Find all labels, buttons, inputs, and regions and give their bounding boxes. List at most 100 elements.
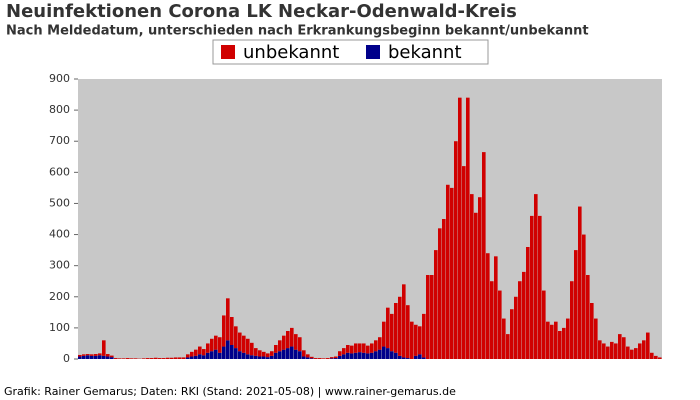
- bar: [166, 357, 170, 359]
- bar: [418, 326, 422, 355]
- bar: [126, 358, 130, 359]
- bar: [598, 340, 602, 359]
- bar: [90, 355, 94, 359]
- y-tick-label: 900: [49, 72, 70, 85]
- bar: [338, 355, 342, 359]
- bar: [642, 340, 646, 359]
- bar: [194, 355, 198, 359]
- bar: [658, 357, 662, 359]
- bar: [370, 352, 374, 359]
- bar: [90, 354, 94, 356]
- bar: [206, 352, 210, 359]
- bar: [386, 348, 390, 359]
- plot-background: [78, 79, 662, 359]
- bar: [610, 341, 614, 359]
- bar: [506, 334, 510, 359]
- bar: [398, 296, 402, 356]
- bar: [302, 350, 306, 357]
- bar: [130, 358, 134, 359]
- bar: [494, 256, 498, 359]
- bar: [274, 352, 278, 359]
- bar: [270, 355, 274, 359]
- bar: [210, 351, 214, 359]
- bar: [458, 97, 462, 360]
- bar: [470, 194, 474, 359]
- bar: [114, 358, 118, 359]
- bar: [302, 356, 306, 359]
- bar: [430, 275, 434, 359]
- bar: [634, 348, 638, 359]
- bar: [358, 352, 362, 359]
- legend-label: unbekannt: [243, 42, 339, 63]
- bar: [558, 331, 562, 359]
- bar: [342, 348, 346, 355]
- bar: [310, 358, 314, 359]
- y-tick-label: 700: [49, 134, 70, 147]
- bar: [306, 357, 310, 359]
- bar: [266, 353, 270, 358]
- bar: [278, 340, 282, 352]
- bar: [514, 296, 518, 359]
- bar: [198, 354, 202, 359]
- bar: [562, 327, 566, 359]
- bar: [570, 281, 574, 359]
- bar: [330, 358, 334, 359]
- y-tick-label: 300: [49, 259, 70, 272]
- bar: [418, 354, 422, 359]
- bar: [374, 340, 378, 352]
- bar: [438, 228, 442, 359]
- bar: [402, 284, 406, 358]
- bar: [450, 187, 454, 359]
- chart-title: Neuinfektionen Corona LK Neckar-Odenwald…: [6, 1, 517, 22]
- bar: [246, 338, 250, 355]
- bar: [82, 355, 86, 359]
- bar: [190, 351, 194, 357]
- bar: [542, 290, 546, 359]
- bar: [350, 353, 354, 359]
- bar: [238, 332, 242, 352]
- bar: [518, 281, 522, 359]
- bar: [222, 315, 226, 347]
- bar: [142, 358, 146, 359]
- bar: [338, 351, 342, 356]
- bar: [366, 345, 370, 354]
- bar: [110, 357, 114, 359]
- bar: [414, 355, 418, 359]
- bar: [154, 357, 158, 359]
- bar: [190, 356, 194, 359]
- bar: [218, 352, 222, 359]
- bar: [406, 305, 410, 359]
- bar: [218, 337, 222, 353]
- bar: [350, 345, 354, 354]
- bar: [402, 357, 406, 359]
- bar: [410, 321, 414, 359]
- bar: [298, 337, 302, 352]
- legend-swatch: [366, 45, 380, 59]
- bar: [322, 358, 326, 359]
- bar: [654, 355, 658, 359]
- bar: [122, 358, 126, 359]
- bar: [354, 352, 358, 359]
- bar: [382, 321, 386, 347]
- bar: [594, 318, 598, 359]
- bar: [346, 352, 350, 359]
- bar: [626, 346, 630, 359]
- bar: [98, 353, 102, 356]
- bar: [150, 358, 154, 359]
- bar: [314, 358, 318, 359]
- bar: [262, 351, 266, 357]
- bar: [434, 250, 438, 359]
- bar: [426, 275, 430, 359]
- bar: [234, 326, 238, 349]
- bar: [422, 357, 426, 359]
- bar: [234, 348, 238, 359]
- bar: [278, 351, 282, 359]
- bar: [334, 358, 338, 359]
- bar: [178, 357, 182, 359]
- bar: [230, 345, 234, 359]
- bar: [214, 349, 218, 359]
- bar: [406, 358, 410, 359]
- bar: [398, 355, 402, 359]
- bar: [522, 271, 526, 359]
